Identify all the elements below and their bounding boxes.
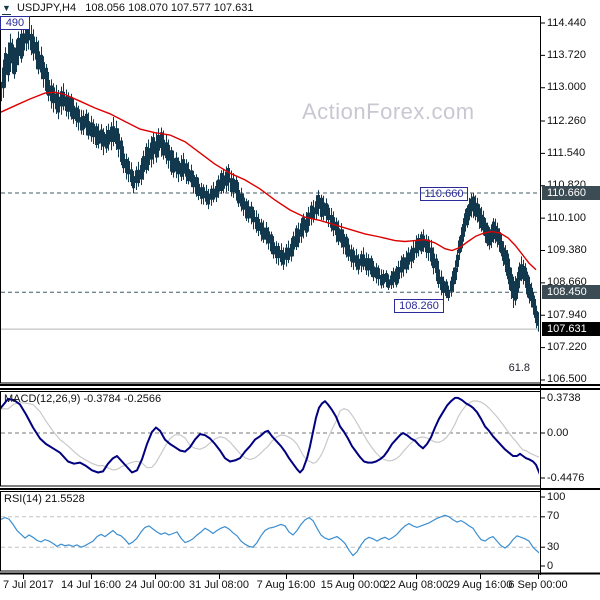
price-tick-label: 106.500 bbox=[547, 373, 587, 386]
price-tick-label: 107.220 bbox=[547, 341, 587, 354]
time-tick-label: 15 Aug 00:00 bbox=[320, 579, 386, 591]
price-tick-label: 112.260 bbox=[547, 114, 586, 127]
watermark: ActionForex.com bbox=[302, 99, 475, 124]
price-level-label-490[interactable]: 490 bbox=[0, 16, 30, 30]
level-price-box: 108.450 bbox=[542, 285, 600, 300]
resistance-level-label[interactable]: 110.660 bbox=[420, 187, 468, 201]
chevron-down-icon[interactable]: ▼ bbox=[2, 3, 11, 15]
rsi-tick-label: 70 bbox=[547, 510, 560, 523]
chart-title: ▼ USDJPY,H4 108.056 108.070 107.577 107.… bbox=[2, 1, 254, 15]
last-price-box: 107.631 bbox=[542, 322, 600, 337]
price-tick-label: 113.720 bbox=[547, 48, 586, 61]
macd-tick-label: 0.00 bbox=[547, 426, 569, 439]
time-tick-label: 29 Aug 16:00 bbox=[447, 579, 513, 591]
price-tick-label: 110.100 bbox=[547, 211, 586, 224]
time-tick-label: 24 Jul 00:00 bbox=[125, 579, 185, 591]
time-tick-label: 14 Jul 16:00 bbox=[61, 579, 121, 591]
macd-indicator-label: MACD(12,26,9) -0.3784 -0.2566 bbox=[4, 393, 162, 405]
price-tick-label: 109.380 bbox=[547, 243, 587, 256]
support-level-label[interactable]: 108.260 bbox=[394, 299, 444, 313]
time-tick-label: 22 Aug 08:00 bbox=[383, 579, 449, 591]
time-tick-label: 7 Jul 2017 bbox=[3, 579, 54, 591]
rsi-indicator-label: RSI(14) 21.5528 bbox=[4, 493, 85, 505]
time-tick-label: 7 Aug 16:00 bbox=[256, 579, 316, 591]
price-tick-label: 114.440 bbox=[547, 16, 586, 29]
price-tick-label: 111.540 bbox=[547, 146, 586, 159]
symbol-timeframe-label: USDJPY,H4 bbox=[16, 2, 77, 14]
rsi-tick-label: 100 bbox=[547, 490, 566, 503]
rsi-tick-label: 0 bbox=[547, 559, 554, 572]
price-tick-label: 113.000 bbox=[547, 81, 586, 94]
fibonacci-level-label: 61.8 bbox=[508, 362, 530, 374]
rsi-tick-label: 30 bbox=[547, 540, 560, 553]
price-tick-label: 107.940 bbox=[547, 308, 587, 321]
macd-tick-label: -0.4476 bbox=[547, 471, 585, 484]
time-tick-label: 31 Jul 08:00 bbox=[189, 579, 249, 591]
level-price-box: 110.660 bbox=[542, 185, 600, 200]
macd-tick-label: 0.3738 bbox=[547, 391, 581, 404]
ohlc-values: 108.056 108.070 107.577 107.631 bbox=[85, 2, 254, 14]
time-tick-label: 6 Sep 00:00 bbox=[508, 579, 568, 591]
